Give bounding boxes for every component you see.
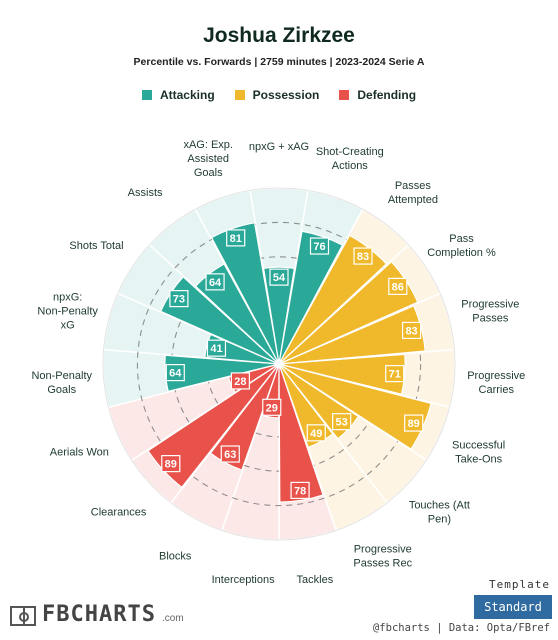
data-credit: @fbcharts | Data: Opta/FBref — [372, 622, 550, 634]
bar-progressive-passes — [281, 305, 426, 365]
category-label-successful-take-ons: Successful Take-Ons — [452, 440, 505, 466]
chart-title: Joshua Zirkzee — [203, 24, 355, 47]
value-label-blocks: 63 — [224, 449, 236, 461]
category-label-tackles: Tackles — [297, 574, 334, 586]
value-box-non-penalty-goals — [165, 363, 185, 382]
value-label-touches-att-pen: 53 — [336, 417, 348, 429]
category-label-touches-att-pen: Touches (Att Pen) — [409, 500, 470, 526]
legend: Attacking Possession Defending — [0, 88, 558, 102]
value-label-progressive-passes: 83 — [405, 325, 417, 337]
category-label-interceptions: Interceptions — [212, 574, 275, 586]
template-standard-button[interactable]: Standard — [474, 595, 552, 619]
value-label-npxg-xag: 54 — [273, 272, 286, 284]
bar-passes-attempted — [280, 234, 388, 363]
value-label-aerials-won: 28 — [234, 376, 246, 388]
value-box-npxg-non-penalty-xg — [206, 339, 227, 357]
category-label-shots-total: Shots Total — [69, 240, 123, 252]
value-box-shot-creating-actions — [309, 237, 330, 255]
bar-progressive-carries — [282, 353, 406, 395]
value-label-successful-take-ons: 89 — [408, 418, 420, 430]
value-label-non-penalty-goals: 64 — [169, 368, 182, 380]
value-label-pass-completion: 86 — [392, 281, 404, 293]
value-box-aerials-won — [230, 372, 250, 390]
value-label-passes-attempted: 83 — [357, 251, 369, 263]
value-label-tackles: 78 — [294, 485, 306, 497]
value-label-clearances: 89 — [165, 459, 177, 471]
template-label: Template — [489, 578, 550, 591]
chart-subtitle: Percentile vs. Forwards | 2759 minutes |… — [133, 56, 425, 68]
value-box-interceptions — [262, 398, 282, 416]
legend-item-possession: Possession — [234, 88, 320, 102]
category-label-aerials-won: Aerials Won — [50, 447, 109, 459]
category-label-progressive-passes: Progressive Passes — [461, 298, 519, 324]
value-box-passes-attempted — [353, 247, 373, 265]
value-box-progressive-carries — [385, 364, 405, 383]
legend-swatch-possession — [234, 90, 245, 100]
brand-suffix: .com — [161, 613, 184, 624]
category-label-npxg-xag: npxG + xAG — [249, 141, 309, 153]
bar-tackles — [278, 367, 324, 503]
value-label-shots-total: 73 — [173, 294, 185, 306]
bar-successful-take-ons — [281, 364, 432, 450]
outer-ring — [102, 187, 456, 541]
bar-blocks — [209, 366, 279, 471]
bar-shots-total — [159, 275, 277, 364]
pitch-icon — [10, 606, 36, 626]
value-box-xag-exp-assisted-goals — [226, 229, 246, 247]
legend-item-defending: Defending — [339, 88, 416, 102]
value-label-shot-creating-actions: 76 — [313, 241, 325, 253]
category-label-clearances: Clearances — [91, 507, 147, 519]
value-box-successful-take-ons — [404, 414, 424, 432]
category-label-blocks: Blocks — [159, 551, 192, 563]
bar-pass-completion — [281, 260, 419, 364]
legend-label-defending: Defending — [357, 88, 417, 102]
value-box-shots-total — [169, 290, 189, 308]
value-box-assists — [205, 273, 225, 291]
value-box-tackles — [290, 481, 310, 500]
value-label-interceptions: 29 — [266, 402, 278, 414]
category-label-npxg-non-penalty-xg: npxG: Non-Penalty xG — [37, 291, 98, 331]
reference-ring-80 — [136, 221, 422, 507]
brand-name: FBCHARTS — [42, 602, 156, 627]
value-box-blocks — [220, 445, 240, 463]
value-label-xag-exp-assisted-goals: 81 — [230, 233, 242, 245]
category-label-pass-completion: Pass Completion % — [427, 233, 496, 259]
legend-label-possession: Possession — [252, 88, 320, 102]
legend-swatch-defending — [339, 90, 350, 100]
value-box-clearances — [161, 455, 181, 473]
value-box-npxg-xag — [269, 268, 289, 286]
category-label-non-penalty-goals: Non-Penalty Goals — [31, 370, 92, 396]
value-label-npxg-non-penalty-xg: 41 — [210, 343, 222, 355]
value-label-assists: 64 — [209, 277, 222, 289]
category-label-passes-attempted: Passes Attempted — [388, 180, 438, 206]
legend-swatch-attacking — [141, 90, 152, 100]
category-label-assists: Assists — [128, 187, 163, 199]
bar-xag-exp-assisted-goals — [210, 222, 280, 362]
category-label-shot-creating-actions: Shot-Creating Actions — [316, 146, 384, 172]
legend-label-attacking: Attacking — [159, 88, 215, 102]
bar-shot-creating-actions — [278, 230, 344, 362]
value-box-pass-completion — [388, 277, 408, 295]
legend-item-attacking: Attacking — [141, 88, 215, 102]
category-label-xag-exp-assisted-goals: xAG: Exp. Assisted Goals — [183, 139, 233, 179]
brand-logo: FBCHARTS .com — [10, 604, 184, 626]
category-label-progressive-carries: Progressive Carries — [467, 370, 525, 396]
category-label-progressive-passes-rec: Progressive Passes Rec — [353, 544, 412, 570]
value-box-progressive-passes — [401, 321, 422, 340]
value-box-touches-att-pen — [332, 413, 352, 431]
value-label-progressive-carries: 71 — [389, 369, 401, 381]
value-label-progressive-passes-rec: 49 — [310, 428, 322, 440]
value-box-progressive-passes-rec — [306, 424, 326, 442]
